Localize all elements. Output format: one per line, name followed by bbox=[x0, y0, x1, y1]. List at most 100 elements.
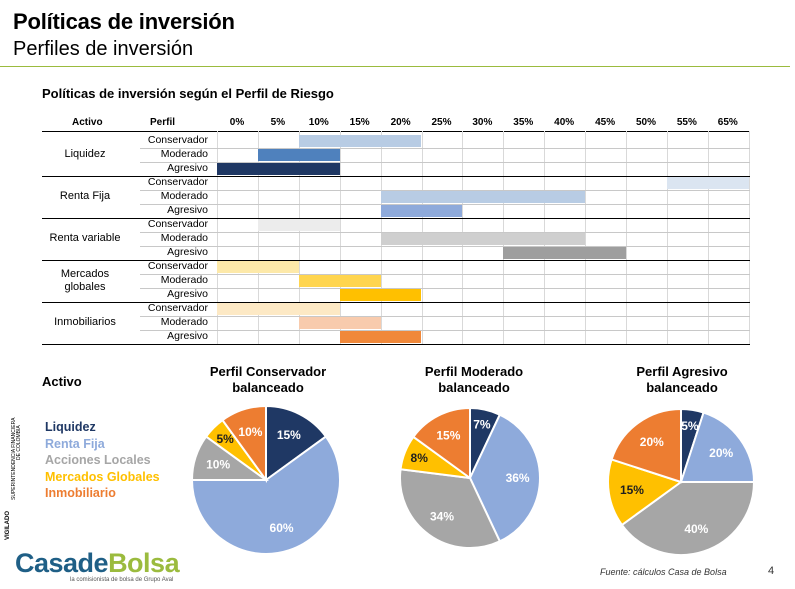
range-bar bbox=[339, 289, 422, 301]
logo-text: Bolsa bbox=[108, 548, 180, 578]
logo-tagline: la comisionista de bolsa de Grupo Aval bbox=[70, 577, 174, 583]
grid-column-line bbox=[257, 131, 259, 345]
asset-name: Mercados globales bbox=[60, 268, 110, 293]
profile-label: Conservador bbox=[147, 134, 208, 146]
pie-title-line: Perfil Agresivo bbox=[636, 364, 728, 379]
percent-column-header: 15% bbox=[349, 117, 370, 128]
casadebolsa-logo: CasadeBolsa bbox=[15, 548, 180, 579]
pie-data-label: 5% bbox=[681, 419, 699, 433]
pie-slice-liquidez bbox=[265, 404, 328, 482]
row-separator bbox=[140, 148, 750, 149]
percent-column-header: 25% bbox=[431, 117, 452, 128]
profile-label: Moderado bbox=[160, 316, 208, 328]
grid-column-line bbox=[339, 131, 341, 345]
range-bar bbox=[666, 177, 749, 189]
profile-label: Moderado bbox=[160, 232, 208, 244]
pie-data-label: 15% bbox=[277, 428, 301, 442]
row-separator bbox=[140, 232, 750, 233]
range-bar bbox=[257, 219, 340, 231]
vigilado-text: DE COLOMBIA bbox=[16, 425, 22, 460]
header-rule bbox=[42, 131, 750, 132]
grid-column-line bbox=[298, 131, 300, 345]
pie-data-label: 7% bbox=[473, 418, 491, 432]
row-separator bbox=[140, 274, 750, 275]
group-separator bbox=[42, 260, 750, 261]
profile-label: Conservador bbox=[147, 218, 208, 230]
grid-column-line bbox=[626, 131, 627, 345]
pie-slice-acciones-locales bbox=[620, 481, 756, 556]
pie-slice-renta-fija bbox=[679, 411, 756, 483]
row-separator bbox=[140, 288, 750, 289]
page-title: Políticas de inversión bbox=[13, 9, 235, 34]
legend-item: Renta Fija bbox=[45, 436, 105, 451]
percent-column-header: 45% bbox=[595, 117, 616, 128]
asset-name: Inmobiliarios bbox=[54, 316, 116, 328]
percent-column-header: 20% bbox=[390, 117, 411, 128]
pie-data-label: 10% bbox=[206, 457, 230, 471]
pie-slice-acciones-locales bbox=[399, 468, 502, 549]
row-separator bbox=[140, 316, 750, 317]
pie-data-label: 36% bbox=[506, 471, 530, 485]
range-bar bbox=[298, 135, 422, 147]
percent-column-header: 65% bbox=[717, 117, 738, 128]
profile-label: Moderado bbox=[160, 274, 208, 286]
range-bar bbox=[339, 331, 422, 343]
row-separator bbox=[140, 162, 750, 163]
legend-item: Mercados Globales bbox=[45, 469, 160, 484]
asset-name: Renta Fija bbox=[59, 190, 111, 202]
grid-column-line bbox=[666, 131, 668, 345]
pie-title-moderado: Perfil Moderado balanceado bbox=[394, 364, 554, 396]
percent-column-header: 40% bbox=[554, 117, 575, 128]
vigilado-text: VIGILADO bbox=[5, 510, 11, 540]
range-bar bbox=[298, 317, 381, 329]
profile-label: Agresivo bbox=[167, 204, 208, 216]
pie-slice-inmobiliario bbox=[411, 406, 471, 480]
page-subtitle: Perfiles de inversión bbox=[13, 38, 194, 60]
logo-text: Casade bbox=[15, 548, 109, 578]
profile-label: Agresivo bbox=[167, 288, 208, 300]
legend-title: Activo bbox=[42, 374, 82, 389]
source-note: Fuente: cálculos Casa de Bolsa bbox=[600, 567, 727, 577]
pie-perfil-conservador: 15%60%10%5%10% bbox=[190, 404, 341, 555]
pie-title-conservador: Perfil Conservador balanceado bbox=[188, 364, 348, 396]
pie-data-label: 15% bbox=[620, 483, 644, 497]
group-separator bbox=[42, 344, 750, 345]
table-title: Políticas de inversión según el Perfil d… bbox=[42, 86, 334, 101]
pie-slice-inmobiliario bbox=[610, 407, 682, 484]
group-separator bbox=[42, 302, 750, 303]
pie-data-label: 15% bbox=[436, 429, 460, 443]
row-separator bbox=[140, 190, 750, 191]
pie-perfil-moderado: 7% 36% 34% 8% 15% bbox=[399, 406, 541, 549]
row-separator bbox=[140, 246, 750, 247]
row-separator bbox=[140, 204, 750, 205]
percent-column-header: 10% bbox=[308, 117, 329, 128]
header-perfil: Perfil bbox=[150, 117, 176, 128]
profile-label: Conservador bbox=[147, 260, 208, 272]
range-bar bbox=[217, 303, 340, 315]
grid-column-line bbox=[217, 131, 218, 345]
pie-perfil-agresivo: 5% 20% 40% 15% 20% bbox=[607, 407, 756, 556]
percent-column-header: 0% bbox=[229, 117, 245, 128]
range-bar bbox=[380, 233, 586, 245]
range-bar bbox=[298, 275, 381, 287]
percent-column-header: 35% bbox=[513, 117, 534, 128]
legend-item: Acciones Locales bbox=[45, 453, 151, 467]
pie-slice-renta-fija bbox=[468, 413, 541, 543]
page-number: 4 bbox=[768, 565, 775, 577]
percent-column-header: 5% bbox=[270, 117, 286, 128]
pie-title-line: balanceado bbox=[646, 380, 718, 395]
range-bar bbox=[217, 261, 299, 273]
asset-name: Renta variable bbox=[49, 232, 121, 244]
pie-title-agresivo: Perfil Agresivo balanceado bbox=[602, 364, 762, 396]
header-activo: Activo bbox=[72, 117, 103, 128]
grid-column-line bbox=[748, 131, 750, 345]
pie-title-line: Perfil Moderado bbox=[424, 364, 524, 379]
profile-label: Agresivo bbox=[167, 246, 208, 258]
asset-name: Liquidez bbox=[64, 148, 106, 160]
profile-label: Agresivo bbox=[167, 330, 208, 342]
pie-data-label: 10% bbox=[238, 425, 262, 439]
group-separator bbox=[42, 176, 750, 177]
pie-data-label: 60% bbox=[270, 521, 294, 535]
pie-data-label: 8% bbox=[411, 451, 429, 465]
